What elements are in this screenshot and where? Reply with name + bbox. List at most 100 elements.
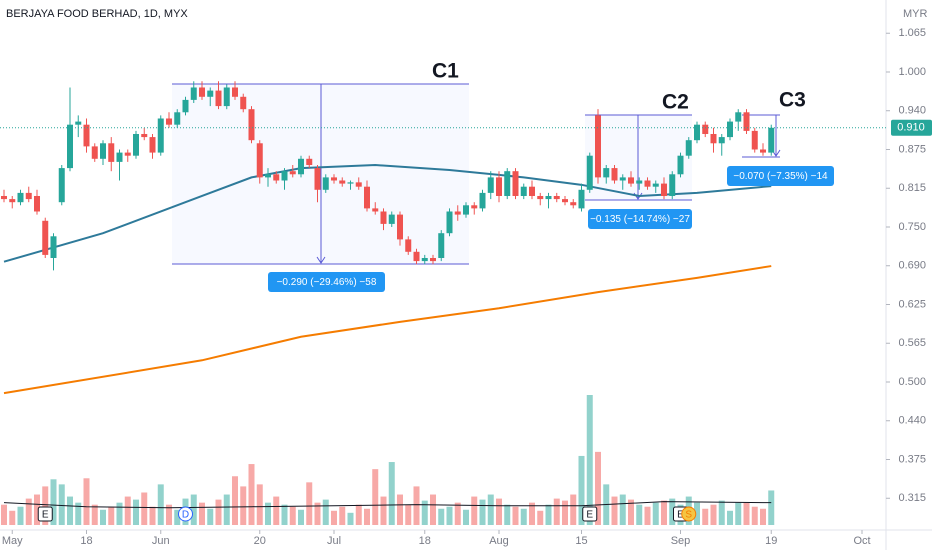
volume-bar [256,484,263,525]
candle-body [413,251,420,262]
candle-body [364,186,370,209]
candle-body [207,90,214,97]
candle-body [669,174,676,196]
candle-body [322,177,329,190]
volume-bar [273,496,280,525]
x-tick-label: 18 [80,535,92,547]
volume-bar [446,506,453,525]
volume-bar [298,509,304,525]
volume-bar [58,484,65,525]
volume-bar [347,512,354,525]
x-tick-label: 19 [765,535,777,547]
last-price-box [891,119,932,136]
volume-bar [149,506,156,525]
candle-body [710,133,717,144]
candle-body [586,155,593,190]
volume-bar [355,504,362,525]
volume-bar [413,486,420,525]
candle-body [603,168,610,178]
candle-body [454,211,461,215]
candle-body [289,171,296,175]
x-tick-label: Jun [152,535,170,547]
candle-body [595,115,601,178]
volume-bar [240,486,247,525]
candle-body [265,174,271,178]
candle-body [661,183,667,196]
volume-bar [710,504,717,525]
candle-body [108,143,115,162]
candle-body [677,155,684,175]
volume-bar [124,496,131,525]
volume-bar [735,502,742,525]
volume-bar [364,508,370,525]
candle-body [751,130,758,150]
volume-bar [760,508,766,525]
candle-body [644,180,651,187]
candle-body [388,214,395,224]
y-tick-label: 0.440 [898,415,926,427]
candle-body [1,195,7,200]
candle-body [223,87,230,107]
volume-bar [537,510,544,525]
volume-bar [108,506,115,525]
measure-box [268,272,385,292]
candle-body [652,183,659,187]
candle-body [281,171,288,181]
y-tick-label: 0.940 [898,105,926,117]
volume-bar [75,502,82,525]
measure-box [727,166,834,186]
currency: MYR [903,8,928,20]
candle-body [504,171,511,196]
candle-body [232,87,238,97]
volume-bar [727,510,733,525]
candle-body [768,127,775,153]
candle-body [273,174,280,181]
volume-bar [207,508,214,525]
candle-body [149,137,156,153]
candle-body [355,182,362,187]
volume-bar [743,502,750,525]
volume-bar [644,506,651,525]
volume-bar [314,502,321,525]
volume-bar [1,504,7,525]
x-tick-label: 20 [254,535,266,547]
event-marker [37,506,53,522]
candle-body [298,158,304,175]
volume-bar [619,494,626,525]
candle-body [256,143,263,178]
candle-body [545,195,552,200]
volume-bar [578,455,585,525]
candle-body [75,121,82,125]
candle-body [182,99,189,113]
volume-bar [694,502,700,525]
volume-bar [215,499,222,525]
volume-bar [487,494,494,525]
volume-bar [388,462,395,525]
candle-body [529,186,535,196]
measure-label: −0.290 (−29.46%) −58 [277,277,377,288]
event-label: E [42,510,49,521]
volume-bar [289,506,296,525]
y-tick-label: 0.375 [898,453,926,465]
event-label: E [677,510,684,521]
candle-body [430,257,436,262]
volume-bar [281,504,288,525]
volume-bar [17,506,24,525]
candle-body [405,239,412,252]
candle-body [50,236,57,258]
volume-bar [718,500,725,525]
arrow-head [316,256,326,264]
candle-body [743,112,750,131]
volume-bar [595,451,601,525]
candle-body [760,149,766,153]
candle-body [240,96,247,110]
volume-ma-line [3,501,772,509]
volume-bar [520,508,527,525]
volume-bar [25,498,32,525]
y-tick-label: 0.625 [898,298,926,310]
candle-body [718,137,725,144]
volume-bar [174,509,181,525]
candle-body [578,189,585,209]
